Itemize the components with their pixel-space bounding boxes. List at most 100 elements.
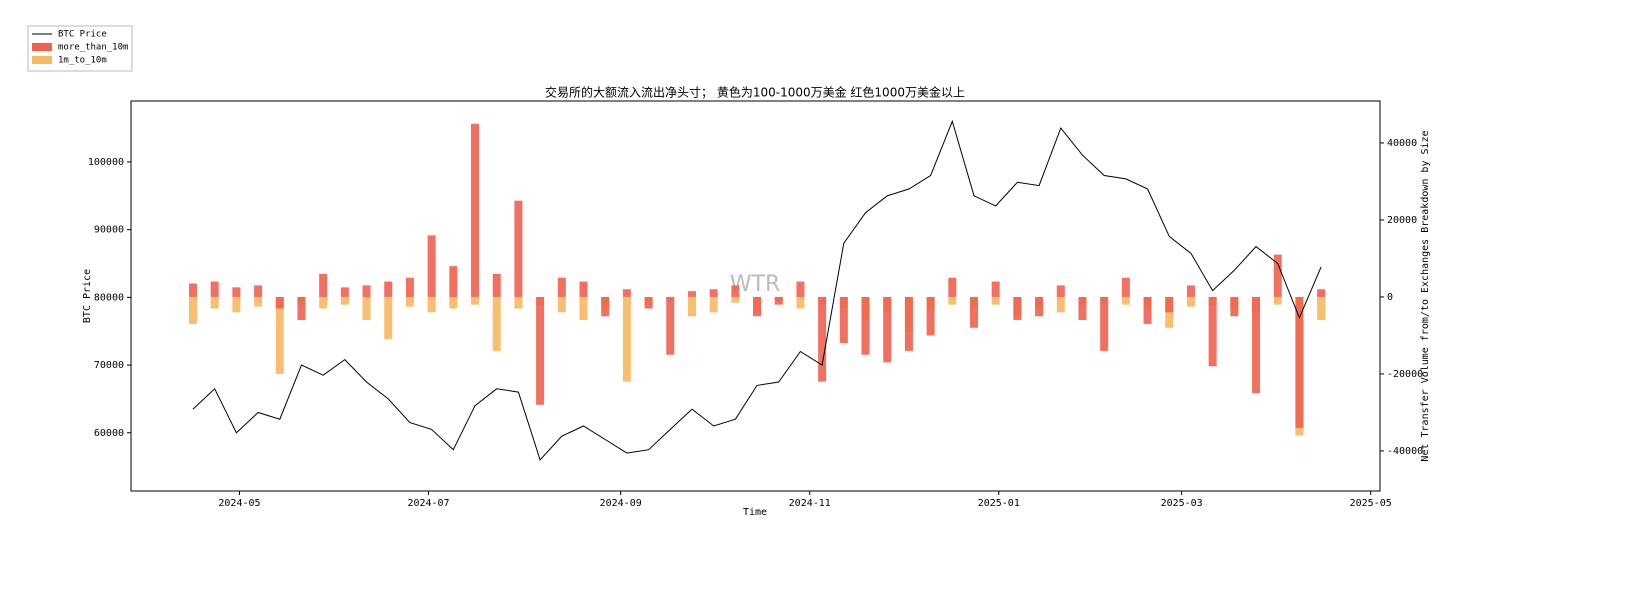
bar [818, 296, 827, 382]
y2-tick-label: 0 [1387, 292, 1393, 303]
bar [210, 281, 219, 297]
bar [969, 296, 978, 328]
y2-tick-label: 40000 [1387, 138, 1417, 149]
bar [210, 296, 219, 309]
x-axis-label: Time [743, 507, 767, 518]
bar [1186, 285, 1195, 297]
bar [232, 287, 241, 297]
bar [492, 273, 501, 297]
bar [254, 285, 263, 297]
legend: BTC Price more_than_10m 1m_to_10m [27, 25, 133, 72]
bar [471, 123, 480, 297]
y2-tick-label: -20000 [1387, 369, 1423, 380]
bar [427, 235, 436, 297]
bar [644, 296, 653, 309]
bar [340, 287, 349, 297]
bar [1186, 296, 1195, 307]
bar [232, 296, 241, 313]
bar [1121, 277, 1130, 297]
bar [384, 281, 393, 297]
bar [1317, 296, 1326, 321]
bar [1252, 296, 1261, 394]
bar [601, 296, 610, 317]
bar [557, 277, 566, 297]
bar [622, 289, 631, 297]
bar [536, 296, 545, 405]
x-tick-label: 2024-05 [218, 498, 260, 509]
bar [1143, 296, 1152, 324]
bar [1273, 254, 1282, 297]
bar [774, 296, 783, 305]
legend-swatch [32, 56, 52, 64]
bar [1121, 296, 1130, 305]
y-tick-label: 80000 [94, 292, 124, 303]
bar [731, 296, 740, 303]
bar [1165, 296, 1174, 313]
y-tick-label: 70000 [94, 360, 124, 371]
bar [948, 277, 957, 297]
bar [254, 296, 263, 307]
bar [319, 273, 328, 297]
x-tick-label: 2025-05 [1350, 498, 1392, 509]
bar [362, 296, 371, 321]
y2-tick-label: -40000 [1387, 446, 1423, 457]
bar [904, 296, 913, 351]
bar [622, 296, 631, 382]
bar [1078, 296, 1087, 321]
bar [1056, 285, 1065, 297]
bar [1317, 289, 1326, 297]
bar [709, 289, 718, 297]
bar [319, 296, 328, 309]
bar [926, 296, 935, 336]
legend-label: BTC Price [58, 30, 107, 40]
bar [991, 296, 1000, 305]
bar [275, 296, 284, 309]
chart-title: 交易所的大额流入流出净头寸； 黄色为100-1000万美金 红色1000万美金以… [545, 85, 965, 100]
y-tick-label: 90000 [94, 225, 124, 236]
y2-tick-label: 20000 [1387, 215, 1417, 226]
bar [514, 200, 523, 297]
bar [579, 281, 588, 297]
bar [796, 296, 805, 309]
bar [1295, 296, 1304, 428]
x-tick-label: 2025-03 [1161, 498, 1203, 509]
plot-frame [130, 100, 1381, 492]
bar [687, 291, 696, 297]
y-axis-label: BTC Price [82, 269, 93, 323]
price-line [192, 119, 1322, 461]
bar [405, 296, 414, 307]
bar [362, 285, 371, 297]
bar [579, 296, 588, 321]
y2-axis-label: Net Transfer Volume from/to Exchanges Br… [1420, 130, 1431, 461]
y-tick-label: 60000 [94, 428, 124, 439]
y-tick-label: 100000 [88, 157, 124, 168]
bar [1230, 296, 1239, 317]
bar [948, 296, 957, 305]
bar [1100, 296, 1109, 351]
bar [188, 283, 197, 297]
x-tick-label: 2024-07 [407, 498, 449, 509]
bar [340, 296, 349, 305]
bar [449, 296, 458, 309]
bar [991, 281, 1000, 297]
bar [687, 296, 696, 317]
bar [188, 296, 197, 324]
plot-area [188, 119, 1326, 461]
x-tick-label: 2024-09 [600, 498, 642, 509]
bar [275, 296, 284, 374]
bar [666, 296, 675, 355]
bar [449, 266, 458, 297]
x-tick-label: 2025-01 [978, 498, 1020, 509]
bar [384, 296, 393, 340]
bar [1208, 296, 1217, 367]
bar [861, 296, 870, 355]
bar [709, 296, 718, 313]
legend-swatch [32, 43, 52, 51]
bar [492, 296, 501, 351]
bar [557, 296, 566, 313]
legend-label: 1m_to_10m [58, 56, 107, 66]
legend-label: more_than_10m [58, 43, 128, 53]
